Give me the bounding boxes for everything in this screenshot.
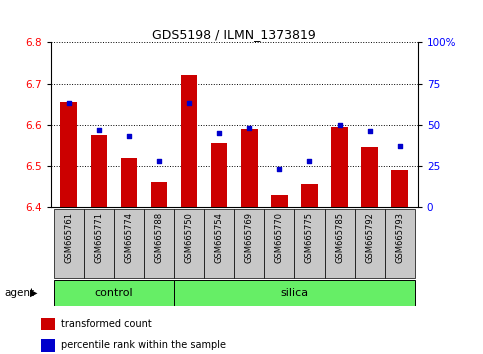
- Bar: [181, 75, 198, 207]
- Point: [336, 122, 343, 128]
- Bar: [54, 209, 84, 278]
- Bar: [174, 209, 204, 278]
- Bar: [174, 280, 415, 306]
- Point: [155, 158, 163, 164]
- Point: [215, 130, 223, 136]
- Bar: [295, 209, 325, 278]
- Bar: [151, 182, 167, 207]
- Text: GSM665775: GSM665775: [305, 212, 314, 263]
- Bar: [234, 209, 264, 278]
- Text: transformed count: transformed count: [61, 319, 152, 329]
- Bar: [41, 339, 55, 352]
- Title: GDS5198 / ILMN_1373819: GDS5198 / ILMN_1373819: [152, 28, 316, 41]
- Bar: [271, 195, 288, 207]
- Text: percentile rank within the sample: percentile rank within the sample: [61, 340, 227, 350]
- Bar: [114, 209, 144, 278]
- Point: [185, 101, 193, 106]
- Bar: [384, 209, 415, 278]
- Text: GSM665769: GSM665769: [245, 212, 254, 263]
- Text: GSM665750: GSM665750: [185, 212, 194, 263]
- Bar: [204, 209, 234, 278]
- Point: [366, 129, 373, 134]
- Point: [65, 101, 72, 106]
- Bar: [84, 209, 114, 278]
- Text: GSM665754: GSM665754: [215, 212, 224, 263]
- Text: GSM665771: GSM665771: [94, 212, 103, 263]
- Text: GSM665792: GSM665792: [365, 212, 374, 263]
- Bar: [391, 170, 408, 207]
- Text: silica: silica: [280, 288, 309, 298]
- Text: GSM665761: GSM665761: [64, 212, 73, 263]
- Point: [396, 143, 404, 149]
- Bar: [211, 143, 227, 207]
- Point: [125, 133, 133, 139]
- Bar: [144, 209, 174, 278]
- Bar: [361, 147, 378, 207]
- Point: [245, 125, 253, 131]
- Bar: [41, 318, 55, 330]
- Point: [95, 127, 103, 132]
- Bar: [60, 102, 77, 207]
- Point: [275, 166, 283, 172]
- Bar: [331, 127, 348, 207]
- Text: ▶: ▶: [30, 288, 38, 298]
- Bar: [355, 209, 384, 278]
- Bar: [301, 184, 318, 207]
- Point: [306, 158, 313, 164]
- Bar: [325, 209, 355, 278]
- Text: agent: agent: [5, 288, 35, 298]
- Text: GSM665774: GSM665774: [125, 212, 133, 263]
- Text: control: control: [95, 288, 133, 298]
- Bar: [54, 280, 174, 306]
- Text: GSM665793: GSM665793: [395, 212, 404, 263]
- Bar: [264, 209, 295, 278]
- Bar: [91, 135, 107, 207]
- Text: GSM665770: GSM665770: [275, 212, 284, 263]
- Text: GSM665788: GSM665788: [155, 212, 164, 263]
- Bar: [241, 129, 257, 207]
- Text: GSM665785: GSM665785: [335, 212, 344, 263]
- Bar: [121, 158, 137, 207]
